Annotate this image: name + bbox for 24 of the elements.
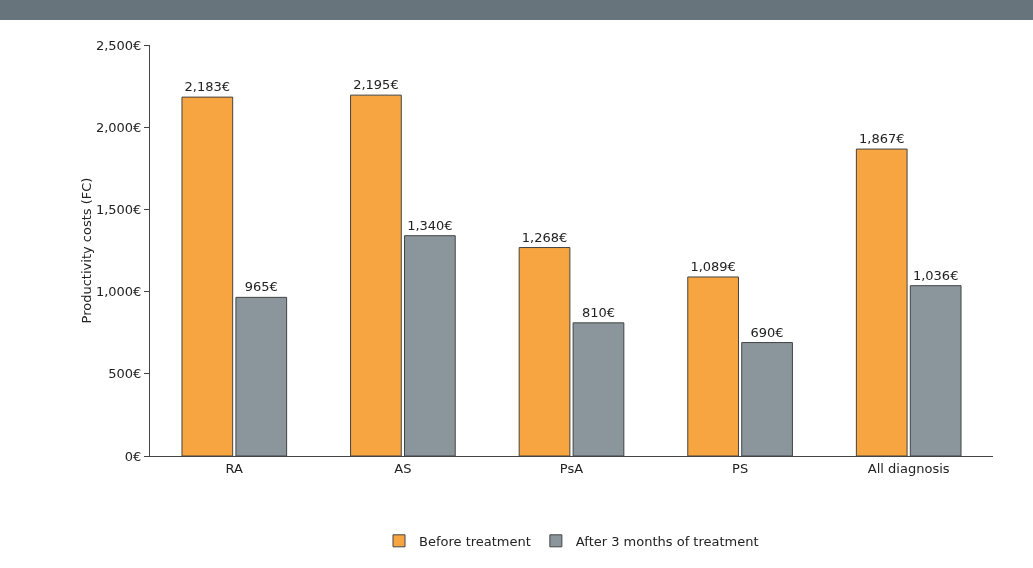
data-label: 690€: [750, 324, 784, 340]
data-label: 810€: [581, 304, 616, 320]
legend-label: After 3 months of treatment: [575, 533, 759, 549]
y-tick-label: 2,500€: [95, 37, 142, 53]
y-tick-label: 500€: [108, 366, 142, 382]
y-tick-label: 1,000€: [95, 284, 142, 300]
data-label: 1,036€: [912, 267, 959, 283]
data-label: 1,089€: [690, 258, 736, 274]
x-tick-label: PS: [732, 460, 749, 476]
data-label: 1,867€: [858, 131, 905, 147]
x-tick-label: All diagnosis: [867, 460, 950, 476]
x-tick-label: PsA: [559, 460, 584, 476]
data-label: 2,183€: [184, 79, 231, 95]
data-label: 1,268€: [521, 229, 568, 245]
data-label: 1,340€: [407, 217, 453, 233]
x-tick-label: AS: [394, 460, 412, 476]
y-tick-label: 1,500€: [95, 201, 142, 217]
y-tick-label: 2,000€: [95, 119, 142, 135]
y-tick-label: 0€: [124, 448, 142, 464]
data-label: 965€: [244, 279, 278, 295]
y-axis-title: Productivity costs (FC): [78, 177, 94, 324]
x-tick-label: RA: [225, 460, 244, 476]
data-label: 2,195€: [353, 77, 399, 93]
legend-label: Before treatment: [419, 533, 531, 549]
